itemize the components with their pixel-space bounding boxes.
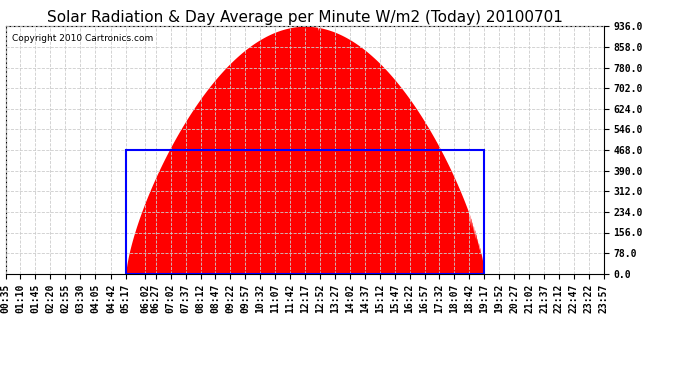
Title: Solar Radiation & Day Average per Minute W/m2 (Today) 20100701: Solar Radiation & Day Average per Minute… (47, 10, 562, 25)
Bar (126, 150, 484, 274)
Text: Copyright 2010 Cartronics.com: Copyright 2010 Cartronics.com (12, 34, 152, 43)
